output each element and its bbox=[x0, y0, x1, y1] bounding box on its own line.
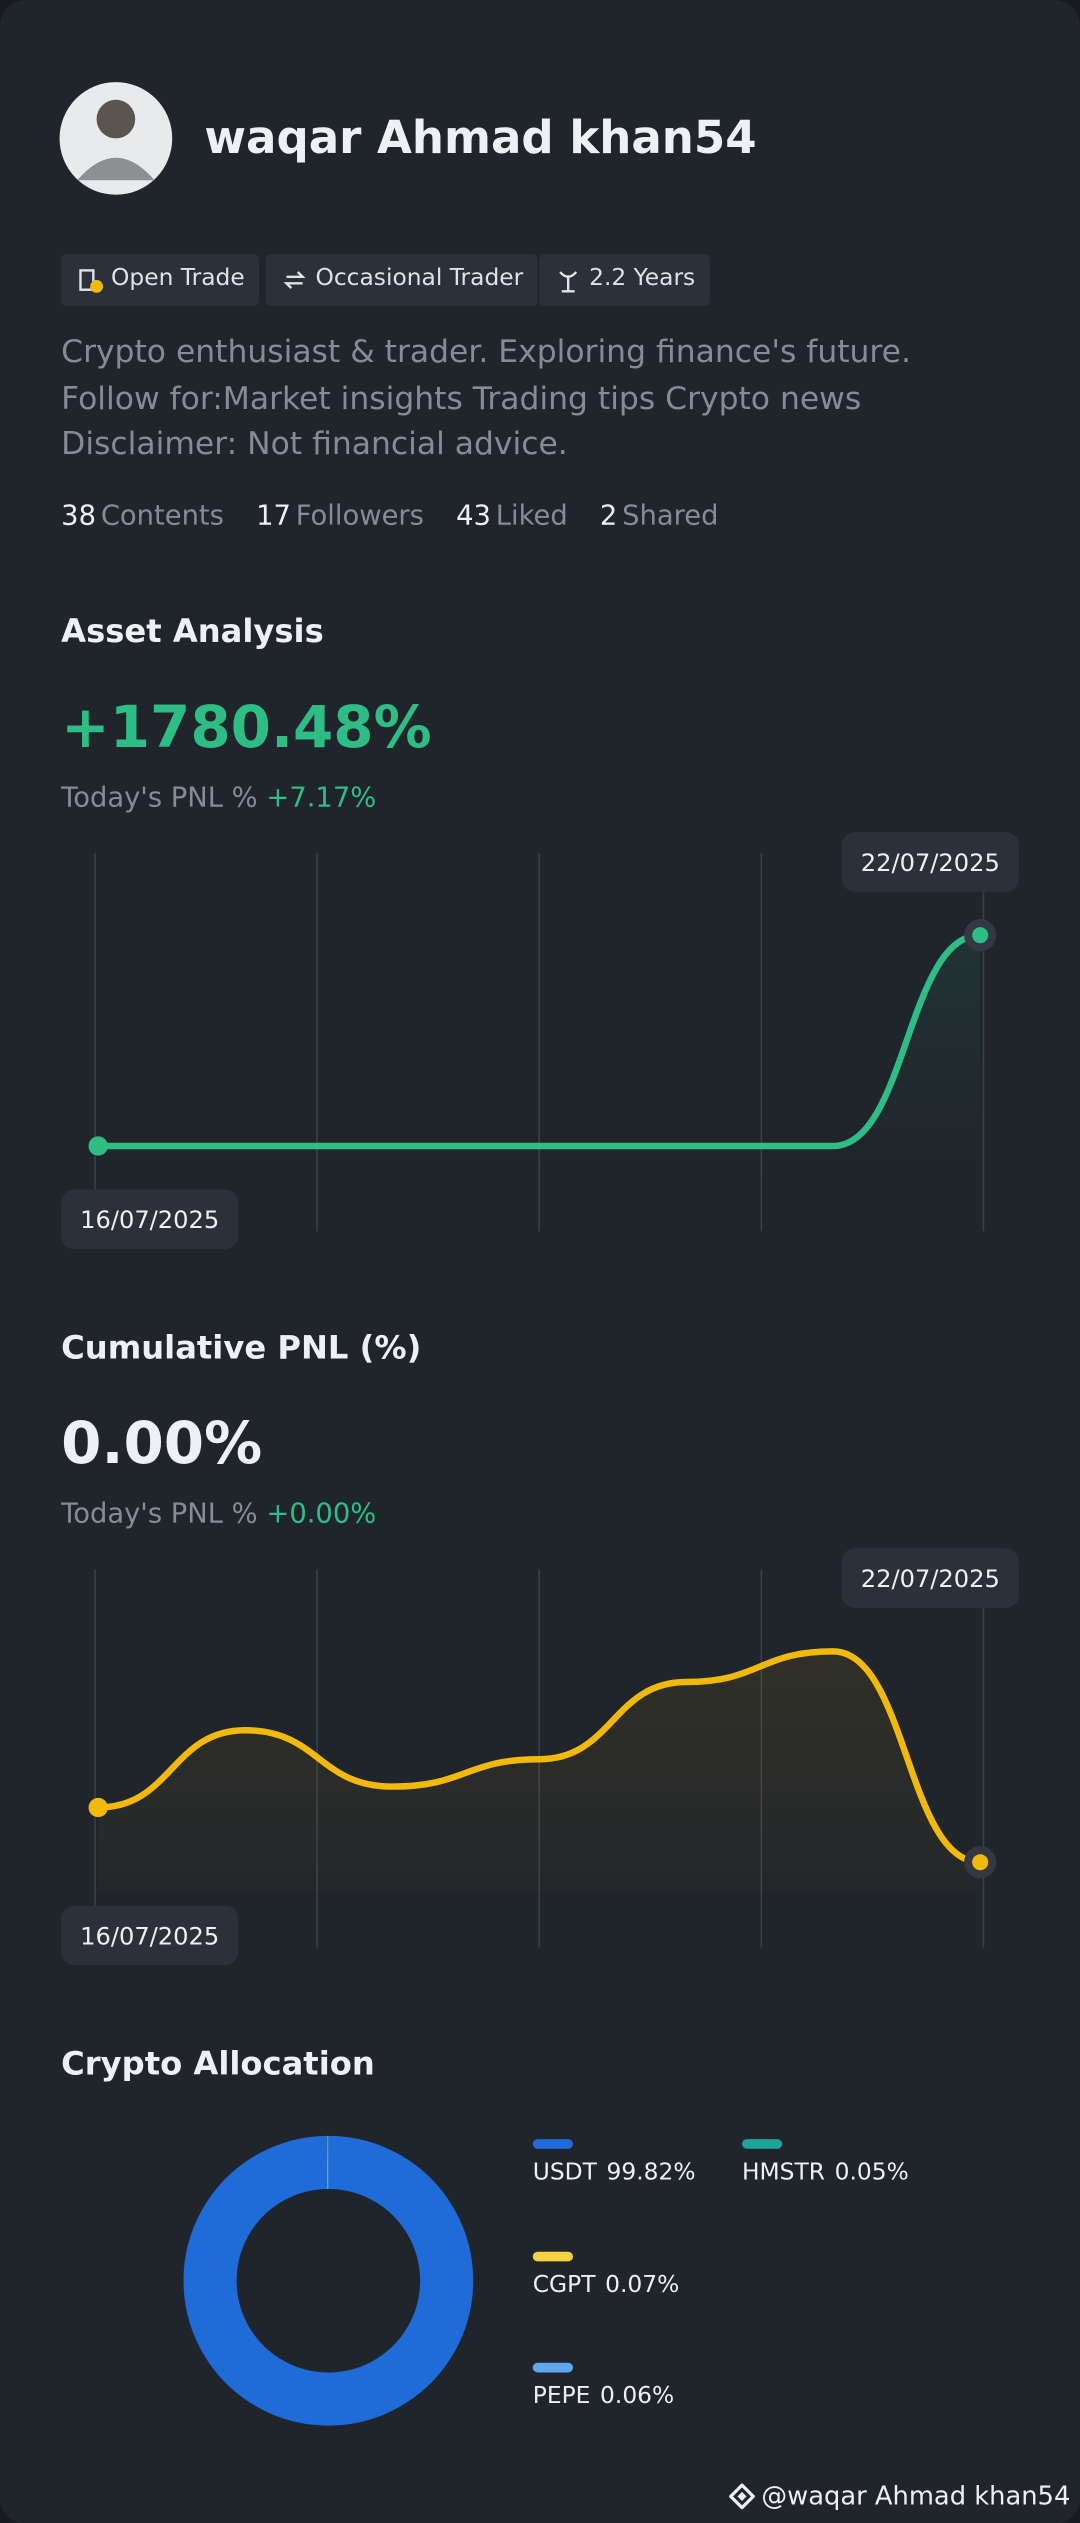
section-title: Crypto Allocation bbox=[61, 2044, 375, 2083]
legend-swatch bbox=[741, 2139, 783, 2149]
stat-label: Liked bbox=[495, 500, 568, 533]
start-point bbox=[88, 1136, 108, 1156]
legend-label: USDT bbox=[532, 2160, 597, 2186]
stat: 2 Shared bbox=[600, 501, 719, 534]
end-point bbox=[972, 1854, 989, 1871]
start-point bbox=[88, 1797, 108, 1818]
legend-value: 99.82% bbox=[606, 2160, 696, 2186]
tag-icon bbox=[283, 271, 306, 289]
watermark-text: @waqar Ahmad khan54 bbox=[761, 2480, 1071, 2511]
section-title: Cumulative PNL (%) bbox=[61, 1327, 422, 1367]
start-date: 16/07/2025 bbox=[61, 1189, 239, 1250]
legend-label: PEPE bbox=[532, 2383, 591, 2410]
today-label: Today's PNL % bbox=[61, 782, 258, 815]
bio: Crypto enthusiast & trader. Exploring fi… bbox=[61, 333, 911, 462]
stat-label: Contents bbox=[100, 500, 224, 533]
line bbox=[94, 931, 984, 1150]
line-area bbox=[98, 1651, 981, 1893]
stat: 43 Liked bbox=[456, 501, 568, 534]
today-pnl: Today's PNL % +0.00% bbox=[61, 1498, 376, 1531]
legend-item: PEPE 0.06% bbox=[533, 2384, 674, 2412]
legend-value: 0.06% bbox=[600, 2383, 675, 2410]
stat-value: 43 bbox=[456, 500, 491, 533]
tag: Occasional Trader bbox=[265, 254, 538, 306]
tag: Open Trade bbox=[61, 254, 260, 306]
tag-icon bbox=[559, 271, 578, 293]
today-label: Today's PNL % bbox=[61, 1498, 258, 1531]
legend-label: CGPT bbox=[532, 2272, 596, 2299]
end-point bbox=[972, 927, 989, 944]
tag-text: Open Trade bbox=[111, 266, 245, 292]
legend-swatch bbox=[532, 2139, 573, 2149]
tag-icon bbox=[79, 269, 104, 293]
total-pnl: 0.00% bbox=[61, 1411, 263, 1478]
stat-value: 38 bbox=[61, 500, 96, 533]
watermark: @waqar Ahmad khan54 bbox=[729, 2480, 1070, 2511]
start-date: 16/07/2025 bbox=[61, 1905, 239, 1966]
total-pnl: +1780.48% bbox=[61, 695, 432, 762]
tag-text: 2.2 Years bbox=[589, 266, 696, 292]
end-date: 22/07/2025 bbox=[841, 1548, 1019, 1608]
legend-item: HMSTR 0.05% bbox=[742, 2160, 909, 2188]
logo bbox=[729, 2482, 755, 2509]
stat-label: Shared bbox=[622, 500, 719, 533]
legend-item: CGPT 0.07% bbox=[533, 2273, 680, 2301]
stats: 38 Contents 17 Followers 43 Liked 2 Shared bbox=[61, 501, 718, 534]
legend-swatch bbox=[532, 2362, 573, 2373]
user-name: waqar Ahmad khan54 bbox=[204, 111, 757, 165]
legend-value: 0.05% bbox=[834, 2160, 909, 2186]
line bbox=[94, 1648, 984, 1866]
line-area bbox=[98, 935, 981, 1177]
legend-item: USDT 99.82% bbox=[533, 2160, 696, 2188]
stat: 17 Followers bbox=[256, 501, 424, 534]
today-pnl: Today's PNL % +7.17% bbox=[61, 782, 376, 815]
end-date: 22/07/2025 bbox=[841, 832, 1019, 892]
legend-swatch bbox=[532, 2251, 573, 2262]
legend-label: HMSTR bbox=[741, 2160, 825, 2186]
stat-value: 2 bbox=[599, 500, 618, 533]
legend-value: 0.07% bbox=[605, 2272, 680, 2299]
tag-text: Occasional Trader bbox=[315, 266, 524, 292]
stat-value: 17 bbox=[256, 500, 291, 533]
avatar bbox=[59, 82, 173, 195]
section-title: Asset Analysis bbox=[61, 611, 324, 651]
tag: 2.2 Years bbox=[539, 254, 710, 306]
stat: 38 Contents bbox=[61, 501, 224, 534]
today-value: +7.17% bbox=[266, 782, 377, 815]
stat-label: Followers bbox=[295, 500, 424, 533]
today-value: +0.00% bbox=[266, 1498, 377, 1531]
donut-slice bbox=[182, 2135, 473, 2426]
